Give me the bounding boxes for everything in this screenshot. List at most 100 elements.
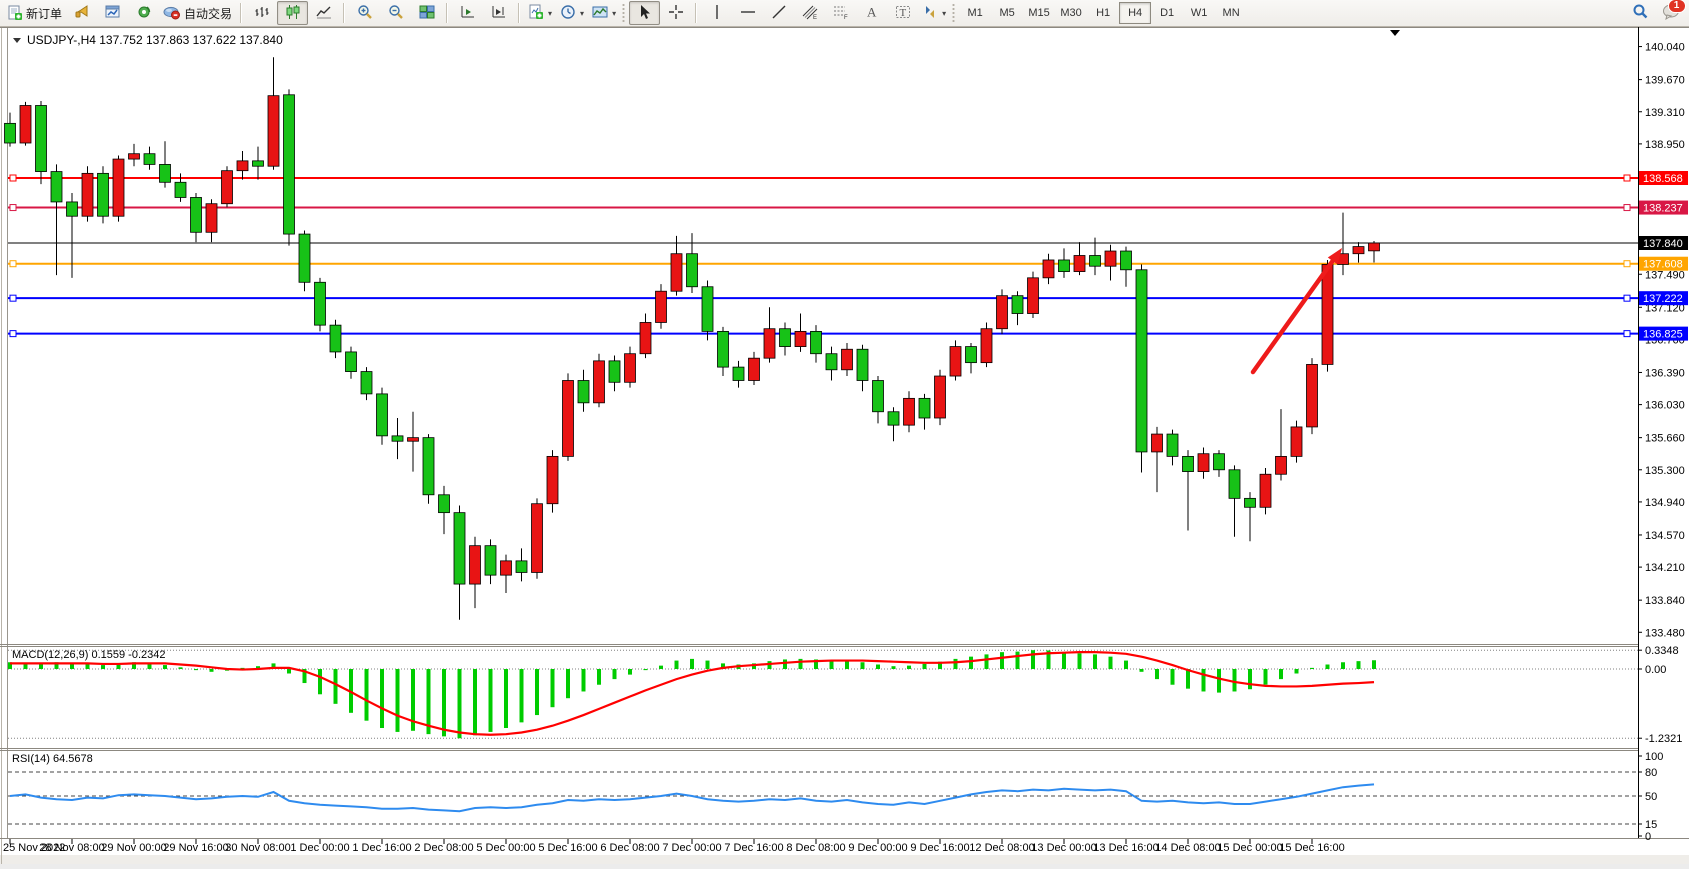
signal-button[interactable] — [128, 1, 159, 25]
svg-text:133.480: 133.480 — [1645, 627, 1685, 639]
text-label-button[interactable]: T — [887, 1, 918, 25]
toolbar-separator — [518, 3, 521, 23]
svg-text:29 Nov 00:00: 29 Nov 00:00 — [101, 842, 166, 854]
svg-text:135.300: 135.300 — [1645, 465, 1685, 477]
svg-text:137.222: 137.222 — [1643, 293, 1683, 305]
horn-button[interactable] — [66, 1, 97, 25]
text-icon: A — [864, 4, 880, 23]
fibonacci-button[interactable]: F — [825, 1, 856, 25]
level-lines: 138.568 138.237 137.840 137.608 137.222 136.8… — [8, 171, 1688, 341]
scroll-to-end-button[interactable] — [452, 1, 483, 25]
horizontal-line-icon — [740, 4, 756, 23]
svg-text:137.490: 137.490 — [1645, 269, 1685, 281]
svg-text:136.390: 136.390 — [1645, 367, 1685, 379]
toolbar-separator — [343, 3, 346, 23]
text-button[interactable]: A — [856, 1, 887, 25]
periods-button[interactable]: ▾ — [556, 1, 588, 25]
chart-title: USDJPY-,H4 137.752 137.863 137.622 137.8… — [13, 33, 283, 47]
arrows-icon — [922, 4, 938, 23]
svg-text:134.570: 134.570 — [1645, 530, 1685, 542]
vertical-line-button[interactable] — [701, 1, 732, 25]
profiles-button[interactable]: ▾ — [588, 1, 620, 25]
bar-chart-button[interactable] — [246, 1, 277, 25]
timeframe-m30[interactable]: M30 — [1060, 7, 1082, 19]
svg-text:12 Dec 08:00: 12 Dec 08:00 — [969, 842, 1034, 854]
svg-text:7 Dec 16:00: 7 Dec 16:00 — [724, 842, 783, 854]
zoom-out-button[interactable] — [380, 1, 411, 25]
timeframe-m1[interactable]: M1 — [967, 7, 983, 19]
svg-text:15: 15 — [1645, 819, 1657, 831]
candles-layer — [4, 57, 1380, 620]
timeframe-w1[interactable]: W1 — [1190, 7, 1208, 19]
svg-text:50: 50 — [1645, 791, 1657, 803]
chart-canvas[interactable]: 140.040 139.670 139.310 138.950 137.490 137.1… — [0, 27, 1689, 864]
svg-text:6 Dec 08:00: 6 Dec 08:00 — [600, 842, 659, 854]
svg-text:1 Dec 16:00: 1 Dec 16:00 — [352, 842, 411, 854]
svg-text:F: F — [844, 15, 848, 20]
svg-text:0: 0 — [1645, 831, 1651, 843]
timeframe-d1[interactable]: D1 — [1160, 7, 1175, 19]
timeframe-mn[interactable]: MN — [1222, 7, 1240, 19]
rsi-panel: 100 80 50 150 RSI(14) 64.5678 — [8, 751, 1663, 843]
new-order-button[interactable]: 新订单 — [3, 1, 66, 25]
svg-text:13 Dec 16:00: 13 Dec 16:00 — [1093, 842, 1158, 854]
svg-text:134.940: 134.940 — [1645, 497, 1685, 509]
trendline-button[interactable] — [763, 1, 794, 25]
autotrading-button[interactable]: 自动交易 — [159, 1, 236, 25]
tile-windows-icon — [419, 4, 435, 23]
chart-shift-icon — [491, 4, 507, 23]
timeframe-m5[interactable]: M5 — [999, 7, 1015, 19]
candlestick-chart-button[interactable] — [277, 1, 309, 25]
chart-shift-button[interactable] — [483, 1, 514, 25]
svg-text:138.237: 138.237 — [1643, 203, 1683, 215]
toolbar-grip[interactable] — [951, 3, 957, 23]
vertical-line-icon — [709, 4, 725, 23]
price-axis: 140.040 139.670 139.310 138.950 137.490 137.1… — [1638, 42, 1685, 639]
new-chart-icon — [528, 4, 544, 23]
chart-frame — [0, 27, 1689, 864]
svg-text:138.950: 138.950 — [1645, 139, 1685, 151]
fibonacci-icon: F — [833, 4, 849, 23]
timeframe-h1[interactable]: H1 — [1096, 7, 1111, 19]
tile-windows-button[interactable] — [411, 1, 442, 25]
svg-text:A: A — [867, 4, 877, 19]
svg-text:139.310: 139.310 — [1645, 107, 1685, 119]
text-label-icon: T — [895, 4, 911, 23]
svg-text:1 Dec 00:00: 1 Dec 00:00 — [290, 842, 349, 854]
svg-text:RSI(14) 64.5678: RSI(14) 64.5678 — [12, 753, 93, 765]
scroll-to-end-icon — [460, 4, 476, 23]
toolbar-separator — [695, 3, 698, 23]
macd-panel: 0.3348 0.00 -1.2321 MACD(12,26,9) 0.1559 -0… — [8, 645, 1682, 745]
chart-window: 140.040 139.670 139.310 138.950 137.490 137.1… — [0, 27, 1689, 864]
dropdown-caret-icon: ▾ — [580, 8, 585, 18]
equidistant-channel-icon: E — [802, 4, 818, 23]
profiles-icon — [592, 4, 608, 23]
crosshair-button[interactable] — [660, 1, 691, 25]
new-chart-button[interactable]: ▾ — [524, 1, 556, 25]
arrows-button[interactable]: ▾ — [918, 1, 950, 25]
svg-text:-1.2321: -1.2321 — [1645, 733, 1682, 745]
svg-text:25 Nov 2022: 25 Nov 2022 — [3, 842, 65, 854]
autotrading-label: 自动交易 — [184, 6, 233, 21]
horizontal-line-button[interactable] — [732, 1, 763, 25]
zoom-in-icon — [357, 4, 373, 23]
dropdown-caret-icon: ▾ — [612, 8, 617, 18]
chart-window-button[interactable] — [97, 1, 128, 25]
timeframe-h4[interactable]: H4 — [1119, 2, 1152, 24]
notifications-button[interactable]: 1 — [1655, 0, 1686, 25]
trend-arrow-annotation — [1250, 248, 1342, 375]
zoom-in-button[interactable] — [349, 1, 380, 25]
toolbar-grip[interactable] — [621, 3, 627, 23]
svg-text:14 Dec 08:00: 14 Dec 08:00 — [1155, 842, 1220, 854]
svg-text:15 Dec 00:00: 15 Dec 00:00 — [1217, 842, 1282, 854]
cursor-icon — [637, 4, 653, 23]
clock-icon — [560, 4, 576, 23]
toolbar-separator — [240, 3, 243, 23]
cursor-button[interactable] — [629, 1, 661, 25]
search-button[interactable] — [1624, 1, 1655, 25]
svg-text:139.670: 139.670 — [1645, 75, 1685, 87]
timeframe-m15[interactable]: M15 — [1028, 7, 1050, 19]
equidistant-channel-button[interactable]: E — [794, 1, 825, 25]
line-chart-button[interactable] — [308, 1, 339, 25]
svg-text:136.825: 136.825 — [1643, 329, 1683, 341]
